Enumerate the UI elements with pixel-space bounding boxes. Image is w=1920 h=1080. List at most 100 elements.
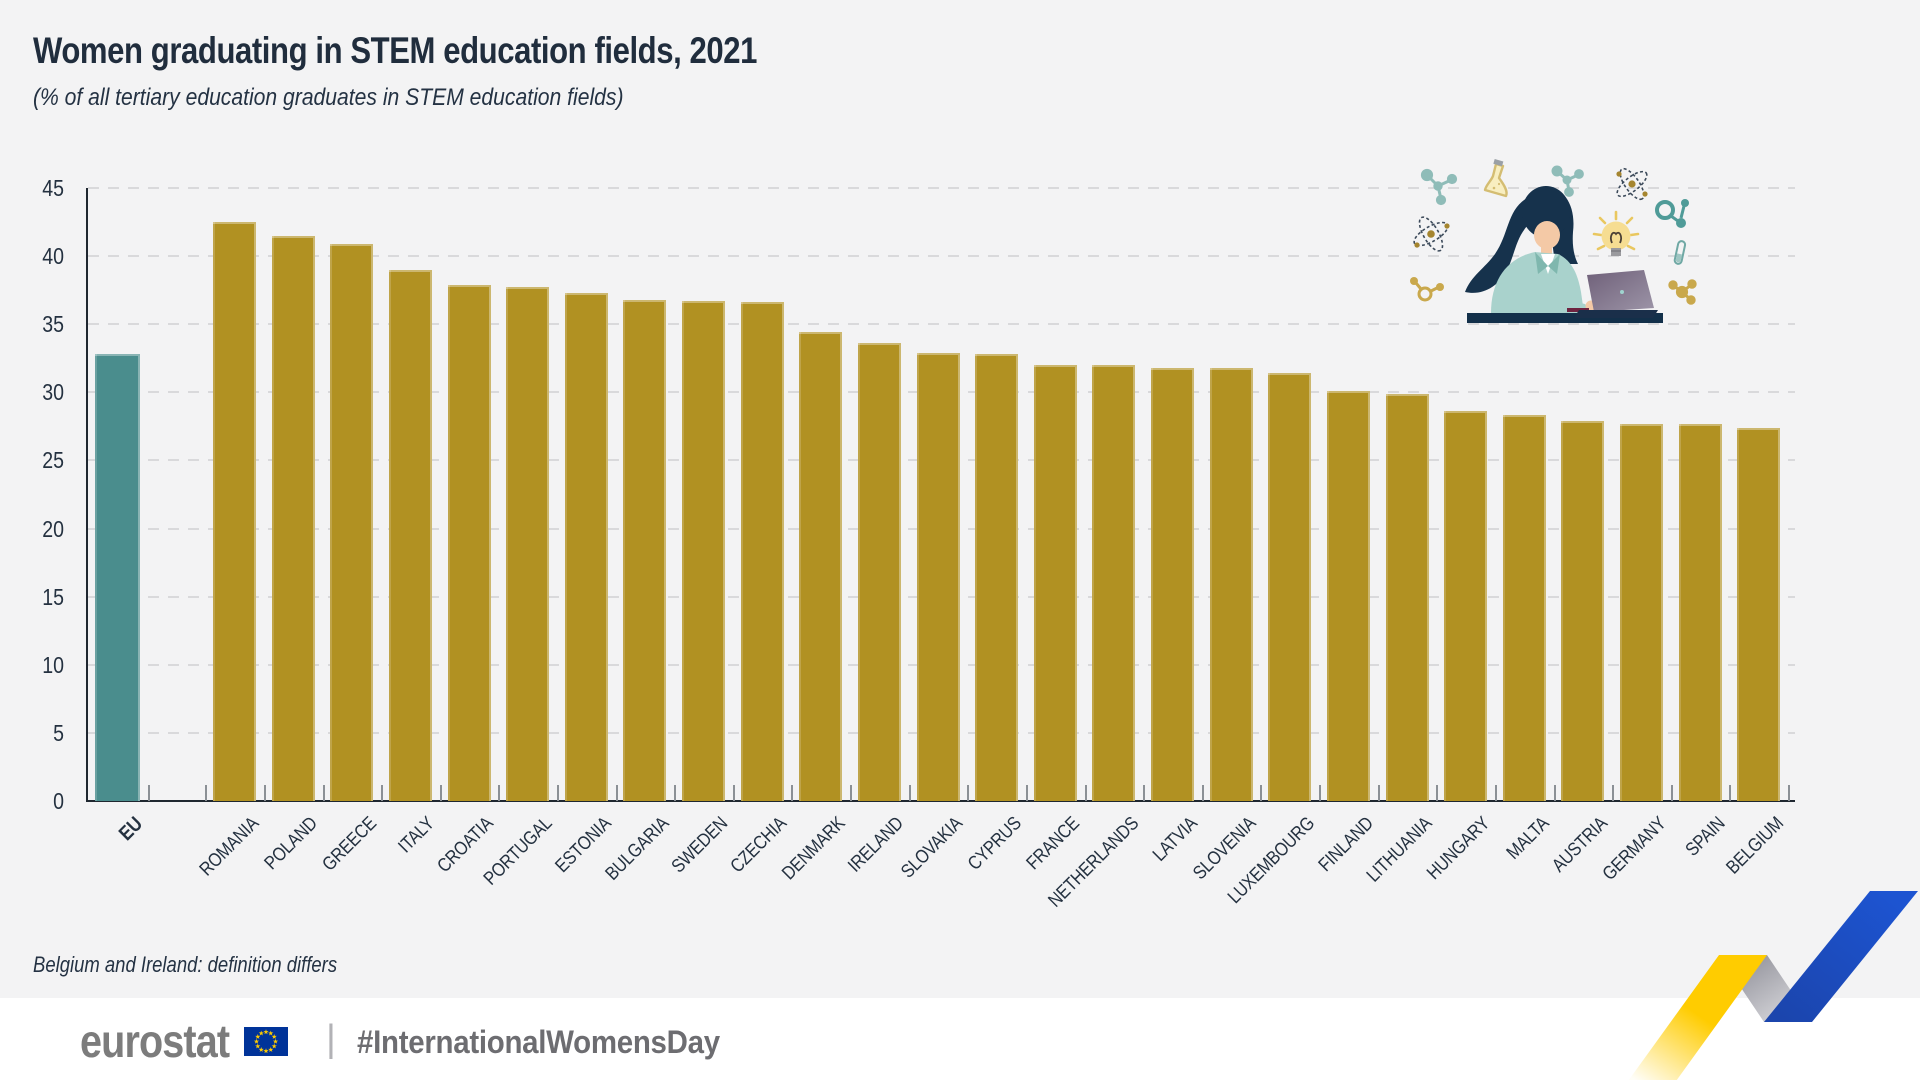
category-tick-18: [1201, 785, 1204, 801]
category-tick-13: [908, 785, 911, 801]
bar-estonia: [564, 292, 608, 801]
y-axis-label-15: 15: [42, 583, 64, 610]
bar-france: [1033, 365, 1077, 801]
ring-molecule-icon: [1655, 199, 1689, 228]
x-axis-label-cyprus: CYPRUS: [963, 813, 1026, 875]
bar-spain: [1678, 423, 1722, 801]
atom-icon: [1616, 167, 1648, 201]
bar-czechia: [740, 302, 784, 801]
flag-star: [258, 1030, 264, 1036]
test-tube-icon: [1673, 240, 1687, 265]
y-axis-label-30: 30: [42, 379, 64, 406]
y-axis-label-45: 45: [42, 175, 64, 201]
category-tick-24: [1553, 785, 1556, 801]
bar-chart: 0 5 10 15 20 25 30 35 40 45 EU ROMANIA POLAND GREECE I…: [0, 130, 1920, 960]
flag-star: [271, 1043, 277, 1049]
chart-footnote: Belgium and Ireland: definition differs: [33, 952, 338, 977]
bar-romania: [213, 222, 257, 801]
bar-hungary: [1444, 411, 1488, 801]
category-tick-23: [1494, 785, 1497, 801]
x-axis-label-malta: MALTA: [1502, 813, 1554, 864]
category-tick-16: [1084, 785, 1087, 801]
bar-slovakia: [916, 352, 960, 801]
flag-star: [263, 1048, 269, 1054]
category-tick-1: [205, 785, 208, 801]
molecule-icon: [1551, 165, 1584, 197]
y-axis-label-0: 0: [53, 788, 64, 814]
bar-croatia: [447, 284, 491, 801]
woman-at-laptop: [1465, 186, 1658, 318]
flag-star: [253, 1038, 260, 1044]
woman-at-laptop-illustration: [1410, 158, 1697, 323]
category-tick-4: [381, 785, 384, 801]
zigzag-ribbon-decoration: [1628, 891, 1918, 1080]
bar-latvia: [1151, 367, 1195, 801]
x-axis-label-italy: ITALY: [395, 813, 440, 858]
atom-icon: [1413, 216, 1450, 252]
bar-lithuania: [1385, 393, 1429, 801]
x-axis-label-slovakia: SLOVAKIA: [897, 813, 967, 883]
footer-band: [0, 998, 1920, 1080]
bar-italy: [388, 269, 432, 801]
y-axis-label-20: 20: [42, 515, 64, 542]
x-axis-line: [86, 800, 1795, 802]
flag-star: [272, 1038, 279, 1044]
bar-netherlands: [1092, 365, 1136, 801]
category-tick-28: [1788, 785, 1791, 801]
flag-star: [271, 1034, 277, 1039]
category-tick-11: [791, 785, 794, 801]
y-axis-label-10: 10: [42, 651, 64, 678]
flask-icon: [1483, 158, 1508, 198]
category-tick-19: [1260, 785, 1263, 801]
bar-bulgaria: [623, 299, 667, 801]
x-axis-label-eu: EU: [115, 813, 148, 846]
flag-star: [268, 1030, 274, 1036]
category-tick-22: [1436, 785, 1439, 801]
x-axis-label-sweden: SWEDEN: [668, 813, 733, 878]
bar-germany: [1619, 423, 1663, 801]
category-tick-3: [322, 785, 325, 801]
gridline-45: [88, 187, 1795, 189]
category-tick-9: [674, 785, 677, 801]
bar-malta: [1502, 415, 1546, 801]
x-axis-label-greece: GREECE: [318, 813, 381, 876]
category-tick-25: [1612, 785, 1615, 801]
y-axis-line: [86, 188, 88, 801]
bar-belgium: [1737, 427, 1781, 801]
bar-poland: [271, 235, 315, 801]
bar-eu: [95, 354, 140, 801]
bar-finland: [1326, 390, 1370, 801]
gold-molecule-icon: [1668, 279, 1697, 305]
category-tick-6: [498, 785, 501, 801]
y-axis-label-25: 25: [42, 447, 64, 474]
category-tick-21: [1377, 785, 1380, 801]
category-tick-7: [557, 785, 559, 801]
ribbon-blue-segment: [1764, 891, 1918, 1022]
bar-slovenia: [1209, 367, 1253, 801]
category-tick-5: [439, 785, 442, 801]
category-tick-15: [1025, 785, 1028, 801]
flag-star: [255, 1034, 261, 1039]
x-axis-label-romania: ROMANIA: [196, 813, 264, 881]
category-tick-10: [732, 785, 735, 801]
ribbon-yellow-segment: [1628, 955, 1767, 1080]
category-tick-17: [1143, 785, 1146, 801]
x-axis-label-latvia: LATVIA: [1148, 813, 1202, 866]
y-axis-label-35: 35: [42, 311, 64, 338]
molecule-icon: [1420, 168, 1458, 206]
footer-separator: |: [326, 1018, 336, 1060]
bar-greece: [330, 243, 374, 801]
category-tick-27: [1729, 785, 1732, 801]
bar-luxembourg: [1268, 373, 1312, 801]
gridline-35: [88, 323, 1795, 326]
bar-cyprus: [975, 354, 1019, 801]
flag-star: [263, 1029, 269, 1035]
category-tick-26: [1670, 785, 1673, 801]
x-axis-label-poland: POLAND: [260, 813, 323, 875]
y-axis-label-5: 5: [53, 719, 64, 746]
category-tick-8: [615, 785, 618, 801]
eu-flag-icon: [244, 1027, 288, 1056]
bar-denmark: [799, 332, 843, 801]
page-title: Women graduating in STEM education field…: [33, 30, 758, 71]
x-axis-label-denmark: DENMARK: [778, 813, 850, 885]
